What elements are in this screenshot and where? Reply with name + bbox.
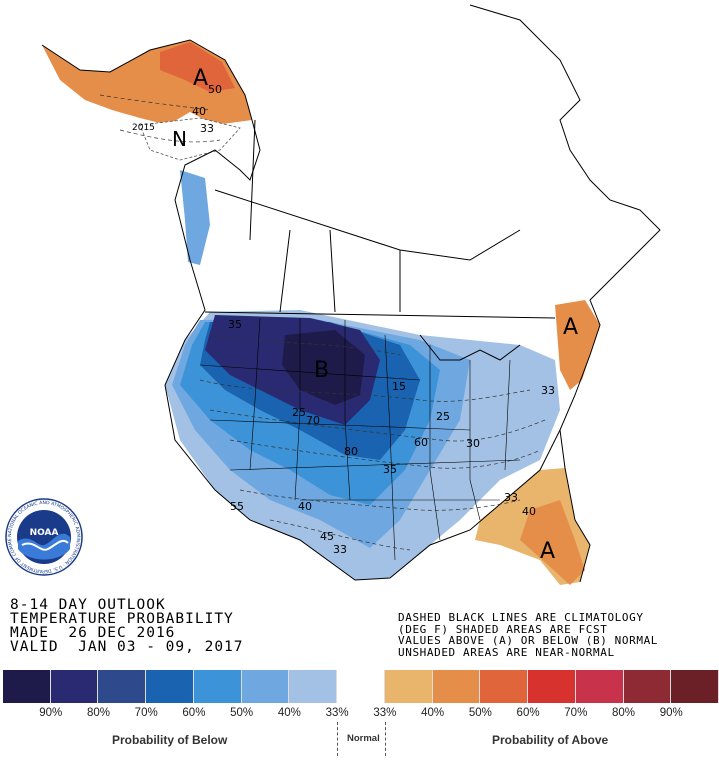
contour-label: 2015	[132, 123, 155, 133]
legend-swatch	[289, 670, 338, 703]
legend-tick-label: 70%	[134, 707, 158, 719]
legend-tick-spacer	[3, 707, 27, 719]
legend-swatch	[575, 670, 624, 703]
legend-swatch	[432, 670, 481, 703]
contour-labels: 50 40 33 2015 35 15 25 70 80 60 30 35 25…	[132, 83, 555, 556]
noaa-logo: NOAA NATIONAL OCEANIC AND ATMOSPHERIC AD…	[4, 497, 83, 576]
contour-label: 25	[436, 410, 450, 423]
contour-label: 45	[320, 530, 334, 543]
title-line-probability: TEMPERATURE PROBABILITY	[10, 611, 234, 627]
contour-label: 15	[392, 380, 406, 393]
legend-swatch	[671, 670, 719, 703]
contour-label: 35	[383, 463, 397, 476]
legend-swatch	[98, 670, 147, 703]
climatology-lines	[99, 94, 546, 551]
contour-label: 33	[504, 491, 518, 504]
legend-tick-label: 90%	[659, 707, 683, 719]
legend-swatch	[480, 670, 529, 703]
legend-tick-spacer	[695, 707, 719, 719]
alaska-normal-area	[139, 117, 241, 161]
contour-label: 50	[208, 83, 222, 96]
legend-swatch	[146, 670, 194, 703]
note-line-2: (DEG F) SHADED AREAS ARE FCST	[398, 622, 608, 636]
legend-below-label: Probability of Below	[112, 733, 228, 747]
contour-label: 33	[333, 543, 347, 556]
contour-label: 70	[306, 414, 320, 427]
map-outlines	[41, 4, 661, 583]
contour-label: 40	[522, 505, 536, 518]
legend-swatch	[528, 670, 576, 703]
legend-color-bar	[3, 670, 719, 703]
title-line-made-date: MADE 26 DEC 2016	[10, 625, 176, 641]
legend-tick-label: 90%	[39, 707, 63, 719]
legend-divider-right	[385, 722, 386, 756]
region-letter-alaska-above: A	[193, 66, 208, 91]
contour-label: 33	[541, 384, 555, 397]
northeast-above-area	[555, 300, 600, 390]
contour-label: 55	[230, 500, 244, 513]
region-letter-conus-below: B	[314, 358, 329, 383]
contour-label: 40	[298, 500, 312, 513]
notes-block: DASHED BLACK LINES ARE CLIMATOLOGY (DEG …	[398, 612, 658, 658]
legend-swatch	[193, 670, 242, 703]
contour-label: 33	[200, 122, 214, 135]
florida-above-core	[520, 500, 585, 585]
legend-swatch	[337, 670, 385, 703]
legend-tick-label: 33%	[325, 707, 349, 719]
legend-tick-label: 33%	[373, 707, 397, 719]
title-block: 8-14 DAY OUTLOOK TEMPERATURE PROBABILITY…	[10, 597, 244, 655]
region-letter-northeast-above: A	[563, 315, 578, 340]
legend-tick-label: 50%	[468, 707, 492, 719]
outlook-map: A N B A A 50 40 33 2015 35 15 25 70 80 6…	[41, 4, 661, 585]
alaska-above-core	[160, 42, 235, 92]
legend-above-label: Probability of Above	[492, 733, 609, 747]
legend-divider-left	[337, 722, 338, 756]
note-line-3: VALUES ABOVE (A) OR BELOW (B) NORMAL	[398, 634, 659, 647]
legend-ticks: 90% 80% 70% 60% 50% 40% 33% 33% 40% 50% 60% 70% 80% 9…	[3, 707, 719, 719]
noaa-logo-text: NOAA	[30, 528, 59, 538]
legend-swatch	[3, 670, 51, 703]
legend-swatch	[384, 670, 433, 703]
legend-tick-label: 40%	[421, 707, 445, 719]
legend-swatch	[241, 670, 290, 703]
contour-label: 80	[344, 445, 358, 458]
legend-swatch	[50, 670, 99, 703]
region-letter-alaska-normal: N	[172, 127, 187, 151]
legend-tick-label: 70%	[564, 707, 588, 719]
legend-tick-label: 60%	[516, 707, 540, 719]
coast-below-strip	[180, 170, 210, 265]
note-line-4: UNSHADED AREAS ARE NEAR-NORMAL	[398, 645, 615, 659]
contour-label: 30	[466, 437, 480, 450]
legend-swatch	[623, 670, 672, 703]
contour-label: 35	[228, 318, 242, 331]
contour-label: 60	[414, 436, 428, 449]
state-lines	[199, 317, 521, 561]
legend-tick-label: 80%	[612, 707, 636, 719]
region-letter-florida-above: A	[540, 539, 555, 564]
note-line-1: DASHED BLACK LINES ARE CLIMATOLOGY	[398, 611, 644, 624]
title-line-valid-dates: VALID JAN 03 - 09, 2017	[10, 639, 244, 655]
legend-tick-label: 80%	[86, 707, 110, 719]
contour-label: 25	[292, 406, 306, 419]
legend-normal-label: Normal	[347, 733, 380, 744]
title-line-outlook: 8-14 DAY OUTLOOK	[10, 597, 166, 613]
contour-label: 40	[192, 105, 206, 118]
legend-tick-label: 60%	[182, 707, 206, 719]
legend-tick-label: 40%	[277, 707, 301, 719]
conus-below-80	[282, 330, 365, 405]
legend-tick-label: 50%	[230, 707, 254, 719]
